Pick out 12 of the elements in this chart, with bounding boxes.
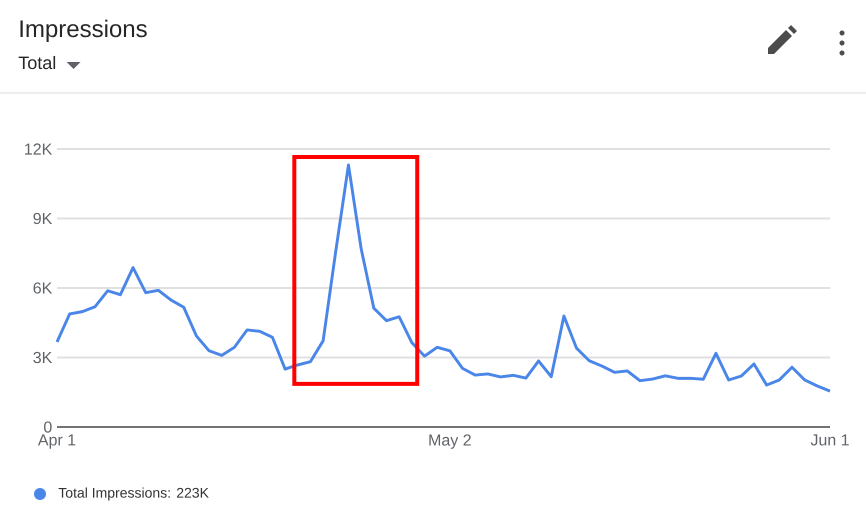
y-tick-label: 12K [25, 143, 52, 155]
line-series [56, 164, 832, 393]
x-tick-label: May 2 [429, 434, 471, 449]
chart-subtitle: Total [18, 56, 56, 70]
y-tick-label: 6K [34, 282, 52, 294]
x-tick-label: Apr 1 [38, 434, 76, 449]
y-tick-label: 9K [33, 212, 52, 224]
chart-title: Impressions [20, 20, 147, 42]
y-tick-label: 3K [33, 352, 52, 364]
y-tick-label: 0 [44, 421, 52, 433]
x-tick-label: Jun 1 [810, 434, 849, 446]
legend-label: Total Impressions: 223K [58, 487, 209, 501]
